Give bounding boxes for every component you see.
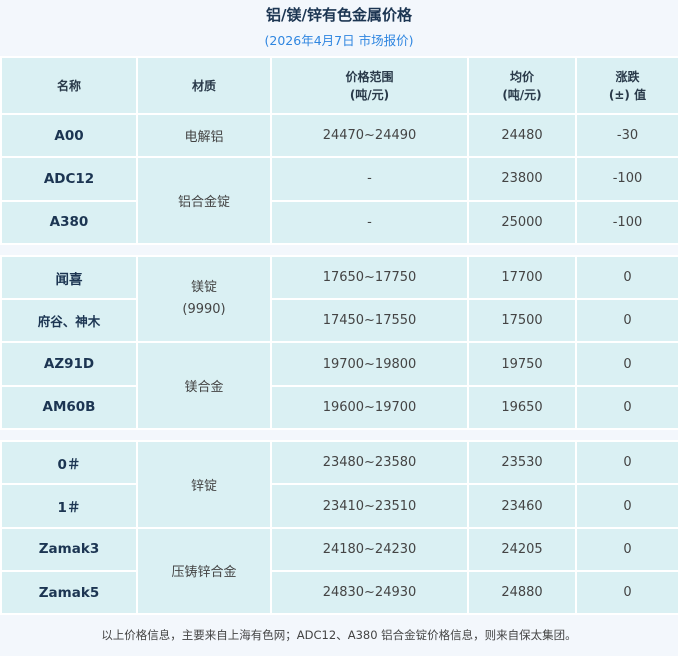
table-row: A00 电解铝 24470~24490 24480 -30 <box>0 112 678 159</box>
row-name: A00 <box>0 112 138 159</box>
table-row: 0＃ 锌锭 23480~23580 23530 0 <box>0 440 678 529</box>
table-row: AM60B 19600~19700 19650 0 <box>0 384 678 431</box>
row-name: 府谷、神木 <box>0 298 138 344</box>
row-avg: 19650 <box>467 384 577 431</box>
row-range: 17450~17550 <box>270 298 469 344</box>
row-range: 23480~23580 <box>270 440 469 486</box>
table-row: A380 - 25000 -100 <box>0 199 678 245</box>
material-grade: (9990) <box>182 302 226 318</box>
table-row: AZ91D 镁合金 19700~19800 19750 0 <box>0 341 678 431</box>
separator-cell <box>1 242 678 257</box>
row-material: 压铸锌合金 <box>136 526 272 616</box>
table-row: 府谷、神木 17450~17550 17500 0 <box>0 298 678 344</box>
row-change: 0 <box>575 254 678 301</box>
row-change: 0 <box>575 298 678 344</box>
row-range: 23410~23510 <box>270 483 469 529</box>
row-avg: 24480 <box>467 112 577 159</box>
row-avg: 24205 <box>467 526 577 572</box>
row-name: AZ91D <box>0 341 138 387</box>
header-avg-label: 均价 <box>509 69 534 84</box>
header-avg: 均价 (吨/元) <box>467 56 577 115</box>
header-range: 价格范围 (吨/元) <box>270 56 469 115</box>
header-change-unit: (±) 值 <box>608 87 647 102</box>
row-range: - <box>270 156 469 202</box>
header-name: 名称 <box>0 56 138 115</box>
row-range: 19600~19700 <box>270 384 469 431</box>
header-material: 材质 <box>136 56 272 115</box>
row-name: ADC12 <box>0 156 138 202</box>
row-name: 闻喜 <box>0 254 138 301</box>
header-avg-unit: (吨/元) <box>502 87 542 102</box>
row-avg: 23800 <box>467 156 577 202</box>
row-range: 24180~24230 <box>270 526 469 572</box>
row-avg: 17500 <box>467 298 577 344</box>
header-change-label: 涨跌 <box>615 69 640 84</box>
row-change: 0 <box>575 526 678 572</box>
row-change: 0 <box>575 569 678 616</box>
row-change: -100 <box>575 199 678 245</box>
row-change: 0 <box>575 483 678 529</box>
row-avg: 23530 <box>467 440 577 486</box>
row-range: 17650~17750 <box>270 254 469 301</box>
header-range-label: 价格范围 <box>345 69 394 84</box>
row-name: AM60B <box>0 384 138 431</box>
group-separator <box>1 428 678 443</box>
row-material: 镁合金 <box>136 341 272 431</box>
row-avg: 17700 <box>467 254 577 301</box>
table-row: ADC12 铝合金锭 - 23800 -100 <box>0 156 678 245</box>
row-name: 1＃ <box>0 483 138 529</box>
table-row: 闻喜 镁锭 (9990) 17650~17750 17700 0 <box>0 254 678 344</box>
row-change: 0 <box>575 440 678 486</box>
row-range: 24830~24930 <box>270 569 469 616</box>
row-avg: 24880 <box>467 569 577 616</box>
row-avg: 25000 <box>467 199 577 245</box>
table-row: Zamak5 24830~24930 24880 0 <box>0 569 678 616</box>
header-row: 名称 材质 价格范围 (吨/元) 均价 (吨/元) 涨跌 (±) 值 <box>0 56 678 115</box>
date-subtitle: (2026年4月7日 市场报价) <box>264 33 414 48</box>
material-label: 镁锭 <box>190 280 217 296</box>
source-note: 以上价格信息，主要来自上海有色网；ADC12、A380 铝合金锭价格信息，则来自… <box>101 628 577 643</box>
row-change: 0 <box>575 384 678 431</box>
row-change: -30 <box>575 112 678 159</box>
row-avg: 19750 <box>467 341 577 387</box>
price-table: 名称 材质 价格范围 (吨/元) 均价 (吨/元) 涨跌 (±) 值 A00 电解铝 … <box>0 56 678 616</box>
row-name: 0＃ <box>0 440 138 486</box>
row-material: 电解铝 <box>136 112 272 159</box>
table-row: Zamak3 压铸锌合金 24180~24230 24205 0 <box>0 526 678 616</box>
row-name: Zamak3 <box>0 526 138 572</box>
header-range-unit: (吨/元) <box>349 87 390 102</box>
row-range: - <box>270 199 469 245</box>
table-row: 1＃ 23410~23510 23460 0 <box>0 483 678 529</box>
row-change: -100 <box>575 156 678 202</box>
row-name: A380 <box>0 199 138 245</box>
row-material: 锌锭 <box>136 440 272 529</box>
row-material: 铝合金锭 <box>136 156 272 245</box>
row-material: 镁锭 (9990) <box>136 254 272 344</box>
row-range: 19700~19800 <box>270 341 469 387</box>
header-change: 涨跌 (±) 值 <box>575 56 678 115</box>
row-avg: 23460 <box>467 483 577 529</box>
row-range: 24470~24490 <box>270 112 469 159</box>
page-title: 铝/镁/锌有色金属价格 <box>266 6 412 24</box>
row-change: 0 <box>575 341 678 387</box>
row-name: Zamak5 <box>0 569 138 616</box>
group-separator <box>1 242 678 257</box>
separator-cell <box>1 428 678 443</box>
